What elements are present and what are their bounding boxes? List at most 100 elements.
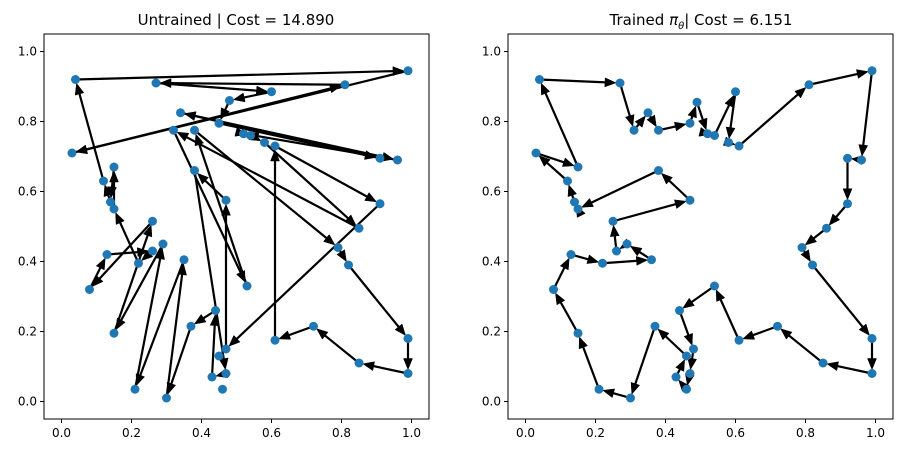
trained-title-prefix: Trained [609,11,670,29]
untrained-tour-arrow [166,325,193,395]
untrained-city-point [109,328,119,338]
trained-ytick-label: 0.4 [482,255,501,269]
untrained-tour-arrow [115,212,140,264]
untrained-city-point [134,258,143,268]
untrained-plot-frame [43,33,430,420]
untrained-tour-arrow [220,100,231,121]
untrained-ytick-label: 0.0 [18,395,37,409]
untrained-tour-arrow [232,90,272,103]
untrained-ytick-label: 0.4 [18,255,37,269]
untrained-city-point [99,176,108,186]
untrained-tour-arrow [209,313,220,378]
untrained-city-point [260,138,269,147]
trained-tour-arrow [867,338,877,371]
untrained-city-point [71,75,80,84]
untrained-city-point [393,155,402,165]
trained-city-point [818,358,828,368]
trained-city-point [675,306,684,315]
trained-tour-arrow [581,169,659,208]
trained-xtick-label: 0.8 [796,426,815,440]
trained-ytick-label: 0.8 [482,115,501,129]
trained-tour-arrow [535,151,575,167]
untrained-city-point [207,372,217,382]
trained-tour-arrow [715,289,741,341]
untrained-city-point [190,125,199,135]
trained-city-point [594,384,604,394]
trained-city-point [573,328,583,338]
trained-city-point [608,216,618,226]
trained-tour-arrow [657,328,688,357]
untrained-city-point [354,358,364,368]
untrained-city-point [403,369,413,378]
untrained-city-point [85,285,94,294]
untrained-city-point [333,243,343,252]
trained-tour-arrow [780,328,824,364]
trained-city-point [654,125,663,135]
untrained-city-point [344,260,353,270]
untrained-city-point [403,66,413,76]
trained-city-point [685,195,695,205]
untrained-ytick-label: 1.0 [18,45,37,59]
trained-title-symbol: π [669,11,679,29]
untrained-city-point [148,246,157,256]
untrained-city-point [309,321,318,331]
untrained-title: Untrained | Cost = 14.890 [138,11,335,29]
trained-city-point [643,108,653,118]
untrained-city-point [148,216,157,226]
trained-tour-arrow [808,69,869,86]
trained-xtick-label: 1.0 [866,426,885,440]
untrained-city-point [130,384,140,394]
untrained-tour-arrow [75,66,405,81]
trained-panel: Trained πθ| Cost = 6.151 0.0 0.2 0.4 0.6 0.8… [482,11,894,441]
untrained-city-point [225,96,234,105]
trained-city-point [685,118,695,128]
trained-city-point [710,281,719,291]
untrained-city-point [162,393,171,403]
trained-tour-arrow [738,86,807,147]
trained-tour-arrow [538,155,569,182]
trained-xtick-label: 0.4 [656,426,675,440]
trained-tour-arrow [552,257,570,290]
trained-axes: 0.0 0.2 0.4 0.6 0.8 1.0 0.0 0.2 0.4 0.6 0.8 1.0 [482,45,885,441]
untrained-tour-arrow [218,122,377,160]
untrained-city-point [109,204,119,214]
trained-city-point [843,199,852,209]
trained-city-point [615,78,625,88]
trained-city-point [566,250,576,259]
untrained-city-point [176,108,185,118]
trained-city-point [808,260,817,270]
untrained-tour-arrow [274,145,378,203]
trained-tour-arrow [682,285,716,309]
untrained-tour-arrow [193,129,336,246]
trained-tour-arrow [811,264,870,336]
untrained-city-point [221,195,231,205]
untrained-city-points [67,66,413,403]
trained-ytick-label: 0.0 [482,395,501,409]
untrained-xtick-label: 0.8 [332,426,351,440]
trained-ytick-label: 0.2 [482,325,501,339]
untrained-city-point [67,148,77,158]
untrained-city-point [211,306,220,315]
untrained-tour-arrow [347,264,406,336]
trained-tour-arrow [618,82,635,128]
trained-city-point [867,369,877,378]
untrained-tour-arrow [196,172,227,202]
untrained-city-point [403,334,413,343]
trained-xtick-label: 0.6 [726,426,745,440]
trained-city-point [822,223,831,233]
trained-tour-arrow [540,82,580,168]
trained-tour-arrow [555,292,579,334]
trained-tour-arrow [826,361,873,375]
trained-city-point [650,321,660,331]
untrained-ytick-label: 0.6 [18,185,37,199]
untrained-city-point [106,197,115,207]
untrained-city-point [239,129,248,139]
trained-city-point [573,204,583,214]
trained-city-point [549,285,558,294]
untrained-axes: 0.0 0.2 0.4 0.6 0.8 1.0 0.0 0.2 0.4 0.6 0.8 1.0 [18,45,421,441]
trained-tour-arrows [535,69,877,400]
trained-city-point [734,141,744,151]
untrained-city-point [242,281,252,291]
trained-plot-frame [507,33,894,420]
untrained-city-point [151,78,161,88]
